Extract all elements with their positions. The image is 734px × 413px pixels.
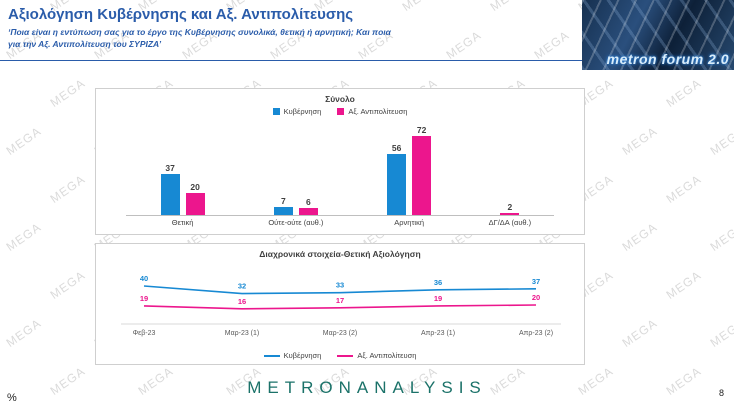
bar-chart-title: Σύνολο — [325, 94, 355, 104]
watermark-text: MEGA — [3, 315, 44, 351]
bar-category-label: Ούτε-ούτε (αυθ.) — [268, 218, 324, 227]
legend-label: Αξ. Αντιπολίτευση — [357, 351, 417, 360]
legend-label: Αξ. Αντιπολίτευση — [348, 107, 408, 116]
page-title: Αξιολόγηση Κυβέρνησης και Αξ. Αντιπολίτε… — [8, 6, 354, 23]
watermark-text: MEGA — [3, 123, 44, 159]
bar-category-label: Θετική — [171, 218, 194, 227]
watermark-text: MEGA — [619, 219, 660, 255]
metron-analysis-logo: METRONANALYSIS — [247, 378, 487, 397]
page-subtitle-line2: για την Αξ. Αντιπολίτευση του ΣΥΡΙΖΑ’ — [8, 38, 162, 49]
page-subtitle-line1: ‘Ποια είναι η εντύπωση σας για το έργο τ… — [8, 27, 391, 37]
line-series — [143, 285, 537, 295]
watermark-text: MEGA — [663, 171, 704, 207]
metron-forum-logo: metron forum 2.0 — [582, 0, 734, 70]
bar-group: 37 20 Θετική — [160, 122, 205, 227]
bar-group: 56 72 Αρνητική — [387, 122, 432, 227]
watermark-text: MEGA — [400, 0, 440, 14]
point-value-label: 36 — [434, 278, 442, 287]
bar — [273, 207, 293, 215]
legend-item: Κυβέρνηση — [272, 107, 322, 116]
legend-swatch — [272, 108, 280, 115]
point-value-label: 40 — [140, 274, 148, 283]
bar-chart-plot: 37 20 Θετική 7 6 Ούτε-ούτε (αυθ.) 56 72 Αρνητική… — [126, 122, 554, 227]
bar-group: 2 ΔΓ/ΔΑ (αυθ.) — [489, 122, 532, 227]
watermark-text: MEGA — [47, 267, 88, 303]
bar-chart-legend: Κυβέρνηση Αξ. Αντιπολίτευση — [96, 107, 584, 116]
watermark-text: MEGA — [707, 219, 734, 255]
bar — [412, 136, 432, 215]
bar — [387, 153, 407, 215]
x-axis-label: Απρ-23 (1) — [421, 330, 455, 337]
line-series — [143, 304, 537, 310]
bar-value-label: 56 — [391, 142, 402, 153]
line-chart-svg: 40 32 33 36 37 19 16 17 19 20 Φεβ-23 Μαρ-23 (1) Μαρ-… — [121, 274, 561, 337]
watermark-text: MEGA — [663, 267, 704, 303]
point-value-label: 32 — [238, 282, 246, 291]
point-value-label: 33 — [336, 281, 344, 290]
point-value-label: 20 — [532, 293, 540, 302]
legend-line-swatch — [263, 354, 280, 357]
header-divider — [0, 60, 582, 61]
legend-label: Κυβέρνηση — [283, 351, 322, 360]
legend-swatch — [337, 108, 345, 115]
bar — [160, 174, 180, 215]
watermark-text: MEGA — [47, 75, 88, 111]
legend-item: Κυβέρνηση — [263, 351, 322, 360]
x-axis-label: Απρ-23 (2) — [519, 330, 553, 337]
watermark-text: MEGA — [707, 123, 734, 159]
bar-value-label: 6 — [306, 197, 311, 208]
line-chart-panel: Διαχρονικά στοιχεία-Θετική Αξιολόγηση 40… — [95, 243, 585, 365]
point-value-label: 16 — [238, 297, 246, 306]
percent-label: % — [7, 392, 17, 404]
watermark-text: MEGA — [707, 315, 734, 351]
watermark-text: MEGA — [3, 219, 44, 255]
watermark-text: MEGA — [488, 0, 528, 14]
line-chart-title: Διαχρονικά στοιχεία-Θετική Αξιολόγηση — [259, 249, 421, 259]
x-axis-label: Μαρ-23 (2) — [323, 330, 357, 337]
metron-forum-logo-text: metron forum 2.0 — [606, 51, 729, 67]
legend-item: Αξ. Αντιπολίτευση — [337, 107, 407, 116]
point-value-label: 19 — [140, 294, 148, 303]
bar-chart-panel: Σύνολο Κυβέρνηση Αξ. Αντιπολίτευση 37 20 Θε… — [95, 88, 585, 235]
bar-value-label: 7 — [281, 196, 286, 207]
x-axis-label: Φεβ-23 — [133, 330, 156, 337]
legend-label: Κυβέρνηση — [283, 107, 322, 116]
bar — [500, 212, 520, 215]
bar-value-label: 72 — [416, 125, 427, 135]
bar-value-label: 2 — [507, 201, 513, 212]
watermark-text: MEGA — [619, 315, 660, 351]
bar-category-label: ΔΓ/ΔΑ (αυθ.) — [488, 218, 532, 227]
line-chart-legend: Κυβέρνηση Αξ. Αντιπολίτευση — [96, 351, 584, 360]
bar-category-label: Αρνητική — [394, 218, 424, 227]
page-subtitle: ‘Ποια είναι η εντύπωση σας για το έργο τ… — [8, 27, 568, 51]
watermark-text: MEGA — [619, 123, 660, 159]
point-value-label: 37 — [532, 277, 540, 286]
point-value-label: 19 — [434, 294, 442, 303]
bar-value-label: 37 — [165, 163, 175, 174]
bar — [298, 208, 318, 215]
point-value-label: 17 — [336, 296, 344, 305]
bar — [185, 193, 205, 215]
bar-group: 7 6 Ούτε-ούτε (αυθ.) — [268, 122, 323, 227]
bar-value-label: 20 — [190, 182, 200, 193]
legend-item: Αξ. Αντιπολίτευση — [337, 351, 416, 360]
x-axis-label: Μαρ-23 (1) — [225, 330, 259, 337]
watermark-text: MEGA — [47, 171, 88, 207]
legend-line-swatch — [337, 354, 354, 357]
watermark-text: MEGA — [663, 75, 704, 111]
page-number: 8 — [718, 388, 724, 398]
